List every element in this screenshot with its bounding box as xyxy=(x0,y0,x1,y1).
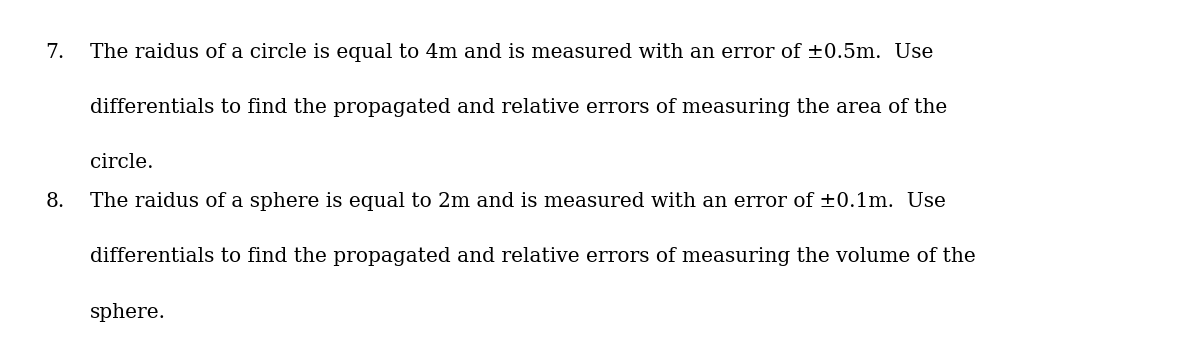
Text: The raidus of a circle is equal to 4m and is measured with an error of ±0.5m.  U: The raidus of a circle is equal to 4m an… xyxy=(90,43,934,62)
Text: sphere.: sphere. xyxy=(90,303,166,321)
Text: differentials to find the propagated and relative errors of measuring the volume: differentials to find the propagated and… xyxy=(90,247,976,266)
Text: 7.: 7. xyxy=(46,43,65,62)
Text: differentials to find the propagated and relative errors of measuring the area o: differentials to find the propagated and… xyxy=(90,98,947,117)
Text: circle.: circle. xyxy=(90,153,154,172)
Text: 8.: 8. xyxy=(46,192,65,211)
Text: The raidus of a sphere is equal to 2m and is measured with an error of ±0.1m.  U: The raidus of a sphere is equal to 2m an… xyxy=(90,192,946,211)
